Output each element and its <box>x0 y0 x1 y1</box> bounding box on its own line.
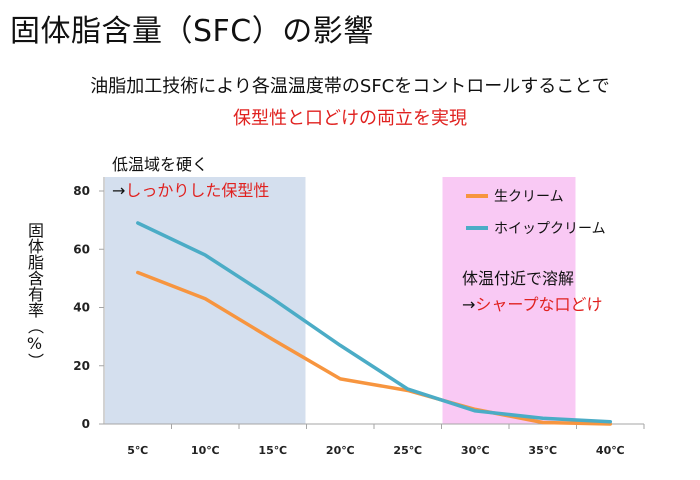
note-body-temp: 体温付近で溶解 →シャープな口どけ <box>462 266 602 318</box>
series-line-1 <box>136 221 613 424</box>
x-tick-label-5: 30℃ <box>461 444 490 457</box>
y-tick-label-0: 0 <box>82 417 90 431</box>
x-tick-label-2: 15℃ <box>258 444 287 457</box>
legend-item-whip: ホイップクリーム <box>466 218 606 238</box>
y-tick-label-60: 60 <box>73 242 90 256</box>
page-title: 固体脂含量（SFC）の影響 <box>10 14 374 49</box>
x-tick-label-0: 5℃ <box>127 444 148 457</box>
subtitle-line-2: 保型性と口どけの両立を実現 <box>233 108 467 129</box>
y-tick-label-80: 80 <box>73 184 90 198</box>
legend-swatch-cream <box>466 194 488 198</box>
note-low-temp-line2: →しっかりした保型性 <box>112 178 269 204</box>
legend-label-cream: 生クリーム <box>494 189 564 205</box>
note-body-temp-line1: 体温付近で溶解 <box>462 269 575 288</box>
x-tick-label-4: 25℃ <box>393 444 422 457</box>
legend-item-cream: 生クリーム <box>466 186 564 206</box>
shaded-region-1 <box>442 177 576 424</box>
note-body-temp-line2: →シャープな口どけ <box>462 292 602 318</box>
note-low-temp-arrow: → <box>112 181 126 200</box>
legend-swatch-whip <box>466 226 488 230</box>
x-tick-label-7: 40℃ <box>596 444 625 457</box>
legend-label-whip: ホイップクリーム <box>494 221 606 237</box>
note-low-temp-highlight: しっかりした保型性 <box>125 181 270 200</box>
y-tick-label-20: 20 <box>73 359 90 373</box>
note-low-temp-line1: 低温域を硬く <box>112 155 209 174</box>
subtitle-line-1: 油脂加工技術により各温温度帯のSFCをコントロールすることで <box>90 76 610 97</box>
y-axis-label: 固体脂含有率（%） <box>25 222 44 369</box>
x-tick-label-3: 20℃ <box>326 444 355 457</box>
series-line-0 <box>136 270 613 426</box>
note-low-temp: 低温域を硬く →しっかりした保型性 <box>112 152 269 204</box>
note-body-temp-arrow: → <box>462 295 476 314</box>
y-tick-label-40: 40 <box>73 301 90 315</box>
x-tick-label-1: 10℃ <box>191 444 220 457</box>
note-body-temp-highlight: シャープな口どけ <box>475 295 603 314</box>
x-tick-label-6: 35℃ <box>528 444 557 457</box>
